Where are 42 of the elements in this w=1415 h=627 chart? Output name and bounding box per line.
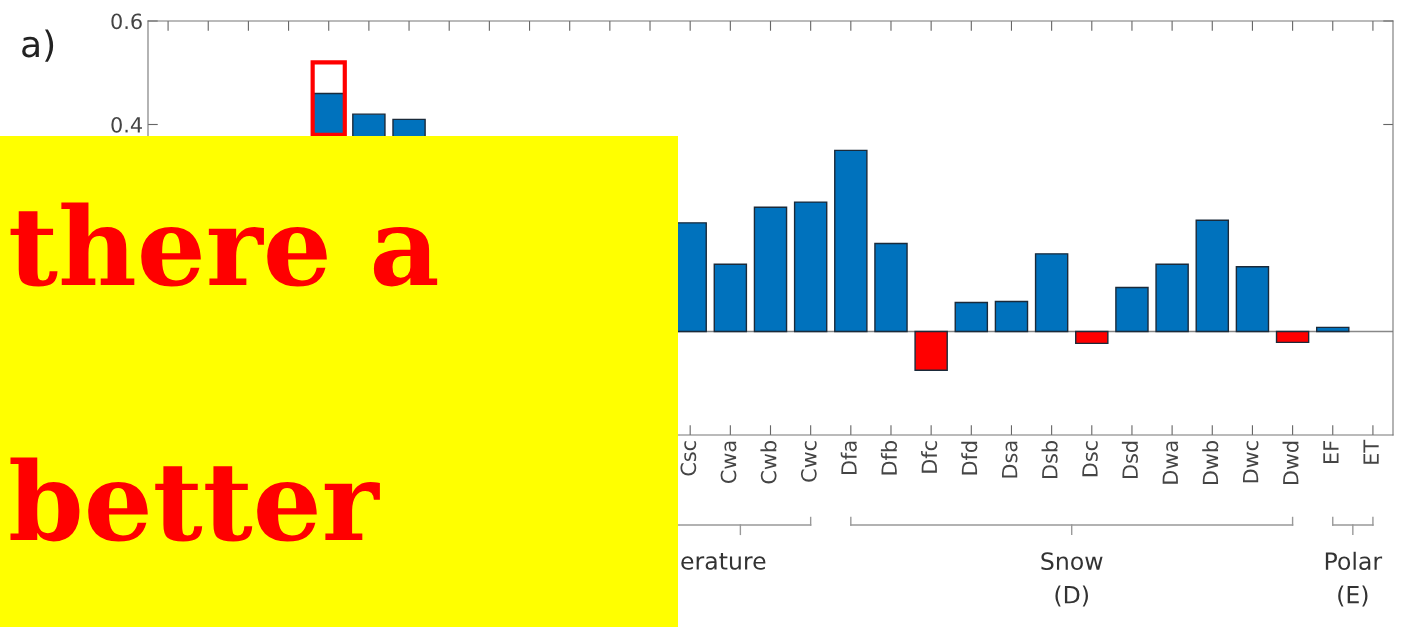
x-tick-label: EF bbox=[1323, 441, 1339, 463]
annotation: there a bbox=[10, 202, 438, 287]
bar bbox=[1155, 263, 1189, 333]
x-tick-label: Dwd bbox=[1282, 441, 1299, 485]
x-tick-label: Dsc bbox=[1082, 441, 1098, 477]
x-tick-label: Cwc bbox=[800, 441, 817, 482]
x-tick-label: Cwb bbox=[760, 441, 777, 484]
x-tick-label: Dwb bbox=[1202, 441, 1219, 485]
bar bbox=[1075, 330, 1109, 345]
x-tick-label: Dfd bbox=[961, 441, 978, 475]
bar bbox=[834, 149, 868, 333]
x-tick-label: Dwc bbox=[1243, 441, 1259, 483]
bar bbox=[1195, 219, 1230, 333]
x-tick-label: Dsb bbox=[1041, 441, 1058, 478]
bar bbox=[1315, 326, 1350, 333]
bar bbox=[793, 201, 828, 333]
bar bbox=[1235, 266, 1270, 333]
x-tick-label: Dwa bbox=[1162, 441, 1179, 484]
bar bbox=[753, 206, 788, 333]
x-tick-label: Csc bbox=[680, 441, 697, 476]
text: Polar (E) bbox=[1325, 551, 1383, 607]
bar bbox=[1275, 330, 1310, 344]
x-tick-label: Cwa bbox=[720, 441, 737, 484]
text: a) bbox=[22, 29, 54, 62]
y-tick-label: 0.6 bbox=[111, 13, 142, 30]
bar bbox=[1115, 286, 1149, 333]
bar bbox=[994, 300, 1029, 333]
text: Snow (D) bbox=[1041, 552, 1103, 607]
bar bbox=[954, 301, 989, 333]
x-tick-label: Dfb bbox=[880, 441, 898, 475]
x-tick-label: Dfc bbox=[921, 441, 938, 473]
y-tick-label: 0.4 bbox=[111, 116, 142, 133]
x-tick-label: Dfa bbox=[840, 441, 857, 474]
text: erature bbox=[681, 552, 766, 570]
x-tick-label: ET bbox=[1363, 439, 1379, 464]
bar bbox=[874, 242, 908, 333]
bar bbox=[713, 263, 748, 333]
x-tick-label: Dsa bbox=[1002, 441, 1018, 478]
bar bbox=[914, 330, 948, 372]
x-tick-label: Dsd bbox=[1121, 441, 1138, 478]
bar bbox=[1034, 253, 1069, 333]
text: better bbox=[10, 457, 380, 542]
